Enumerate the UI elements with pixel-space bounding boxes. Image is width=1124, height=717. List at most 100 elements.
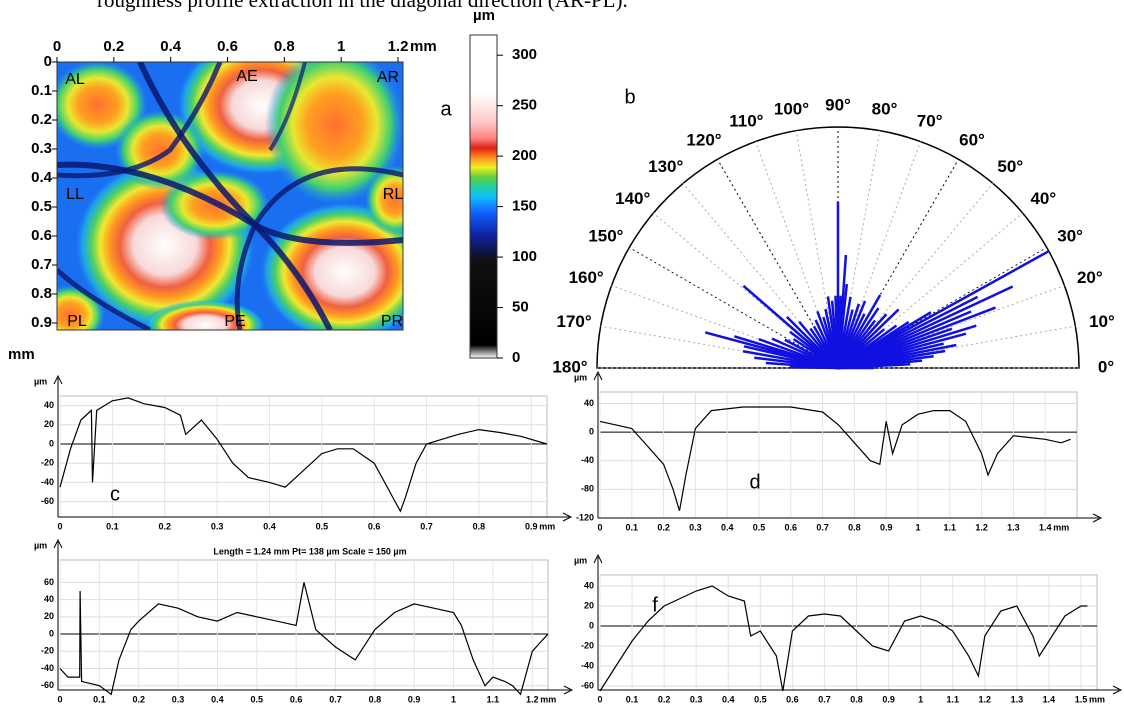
x-tick-label: 0.6 xyxy=(217,38,238,55)
y-tick-label: 0.7 xyxy=(31,256,52,273)
plot-frame xyxy=(599,391,1078,519)
y-tick-label: 0.9 xyxy=(31,314,52,331)
x-tick-label: 0.1 xyxy=(626,522,639,532)
angle-label: 150° xyxy=(588,226,623,245)
x-tick-label: 0.7 xyxy=(818,694,831,704)
x-tick-label: 0.4 xyxy=(722,694,735,704)
angle-label: 120° xyxy=(686,131,721,150)
profile-line xyxy=(599,585,1088,692)
region-label: AR xyxy=(377,69,399,86)
profile-line xyxy=(599,406,1071,511)
y-tick-label: 40 xyxy=(584,580,594,590)
x-tick-label: 0.9 xyxy=(882,694,895,704)
x-tick-label: 0.3 xyxy=(689,522,702,532)
x-tick-label: 1.4 xyxy=(1039,522,1052,532)
y-tick-label: 0 xyxy=(589,426,594,436)
x-tick-label: 0.7 xyxy=(329,694,342,704)
y-tick-label: -80 xyxy=(581,484,594,494)
angle-label: 30° xyxy=(1057,226,1083,245)
y-tick-label: 20 xyxy=(44,419,54,429)
x-tick-label: 0.4 xyxy=(160,38,182,55)
x-tick-label: 1 xyxy=(337,38,345,55)
y-tick-label: 0.5 xyxy=(31,198,52,215)
angle-label: 90° xyxy=(825,95,851,114)
y-tick-label: -20 xyxy=(581,640,594,650)
angle-grid-line xyxy=(795,130,839,369)
angle-label: 180° xyxy=(552,357,587,376)
y-unit: µm xyxy=(34,540,47,550)
x-tick-label: 0.6 xyxy=(368,521,381,531)
x-tick-label: 0.2 xyxy=(657,522,670,532)
x-tick-label: 0.3 xyxy=(172,694,185,704)
y-tick-label: -40 xyxy=(41,477,54,487)
panel-label: a xyxy=(440,98,452,120)
y-tick-label: 40 xyxy=(584,398,594,408)
x-tick-label: 0.6 xyxy=(786,694,799,704)
x-tick-label: 0.4 xyxy=(211,694,224,704)
y-tick-label: -20 xyxy=(41,458,54,468)
colorbar-tick-label: 150 xyxy=(512,198,537,215)
x-tick-label: 0 xyxy=(53,38,61,55)
rose-ray xyxy=(742,284,839,369)
x-unit: mm xyxy=(539,521,555,531)
panel-label: c xyxy=(110,483,120,505)
angle-label: 10° xyxy=(1089,312,1115,331)
y-tick-label: 40 xyxy=(44,594,54,604)
region-label: RL xyxy=(383,186,404,203)
y-tick-label: 0.2 xyxy=(31,111,52,128)
colorbar-tick-label: 0 xyxy=(512,349,520,366)
y-tick-label: 0 xyxy=(44,53,52,70)
x-tick-label: 0.2 xyxy=(658,694,671,704)
x-tick-label: 1.2 xyxy=(975,522,988,532)
x-tick-label: 0.5 xyxy=(251,694,264,704)
y-tick-label: 20 xyxy=(44,611,54,621)
x-tick-label: 0.5 xyxy=(316,521,329,531)
angle-label: 70° xyxy=(917,111,943,130)
y-tick-label: 0.1 xyxy=(31,82,52,99)
x-unit: mm xyxy=(410,38,437,55)
x-tick-label: 1.3 xyxy=(1007,522,1020,532)
region-label: LL xyxy=(66,186,84,203)
y-tick-label: -120 xyxy=(576,512,594,522)
y-tick-label: -40 xyxy=(581,660,594,670)
plot-frame xyxy=(59,395,548,518)
y-tick-label: -60 xyxy=(41,496,54,506)
region-label: AL xyxy=(65,71,85,88)
y-tick-label: -60 xyxy=(581,680,594,690)
x-tick-label: 0 xyxy=(57,521,62,531)
x-tick-label: 1.2 xyxy=(388,38,409,55)
height-map xyxy=(57,62,403,330)
region-label: PL xyxy=(67,313,87,330)
y-tick-label: 0.3 xyxy=(31,140,52,157)
angle-label: 50° xyxy=(997,157,1023,176)
colorbar-unit: µm xyxy=(473,7,495,24)
rose-ray xyxy=(837,250,1050,370)
y-tick-label: 0.6 xyxy=(31,227,52,244)
x-tick-label: 0.3 xyxy=(211,521,224,531)
x-tick-label: 0.1 xyxy=(106,521,119,531)
axis-arrow xyxy=(1112,685,1123,695)
angle-label: 100° xyxy=(774,99,809,118)
x-tick-label: 0.8 xyxy=(850,694,863,704)
axis-arrow xyxy=(593,370,603,381)
x-tick-label: 0.7 xyxy=(816,522,829,532)
angle-label: 80° xyxy=(872,99,898,118)
axis-arrow xyxy=(562,512,573,522)
angle-label: 160° xyxy=(569,268,604,287)
x-tick-label: 1.1 xyxy=(487,694,500,704)
x-tick-label: 0 xyxy=(597,694,602,704)
y-tick-label: 0.4 xyxy=(31,169,53,186)
x-tick-label: 0.6 xyxy=(785,522,798,532)
x-tick-label: 1 xyxy=(915,522,920,532)
x-tick-label: 0.7 xyxy=(420,521,433,531)
profile-line xyxy=(59,582,549,696)
angle-label: 130° xyxy=(648,157,683,176)
angle-grid-line xyxy=(837,141,921,369)
y-tick-label: -40 xyxy=(581,455,594,465)
colorbar-tick-label: 100 xyxy=(512,248,537,265)
caption: roughness profile extraction in the diag… xyxy=(97,0,628,12)
y-tick-label: -40 xyxy=(41,663,54,673)
axis-arrow xyxy=(563,685,574,695)
x-tick-label: 1 xyxy=(451,694,456,704)
